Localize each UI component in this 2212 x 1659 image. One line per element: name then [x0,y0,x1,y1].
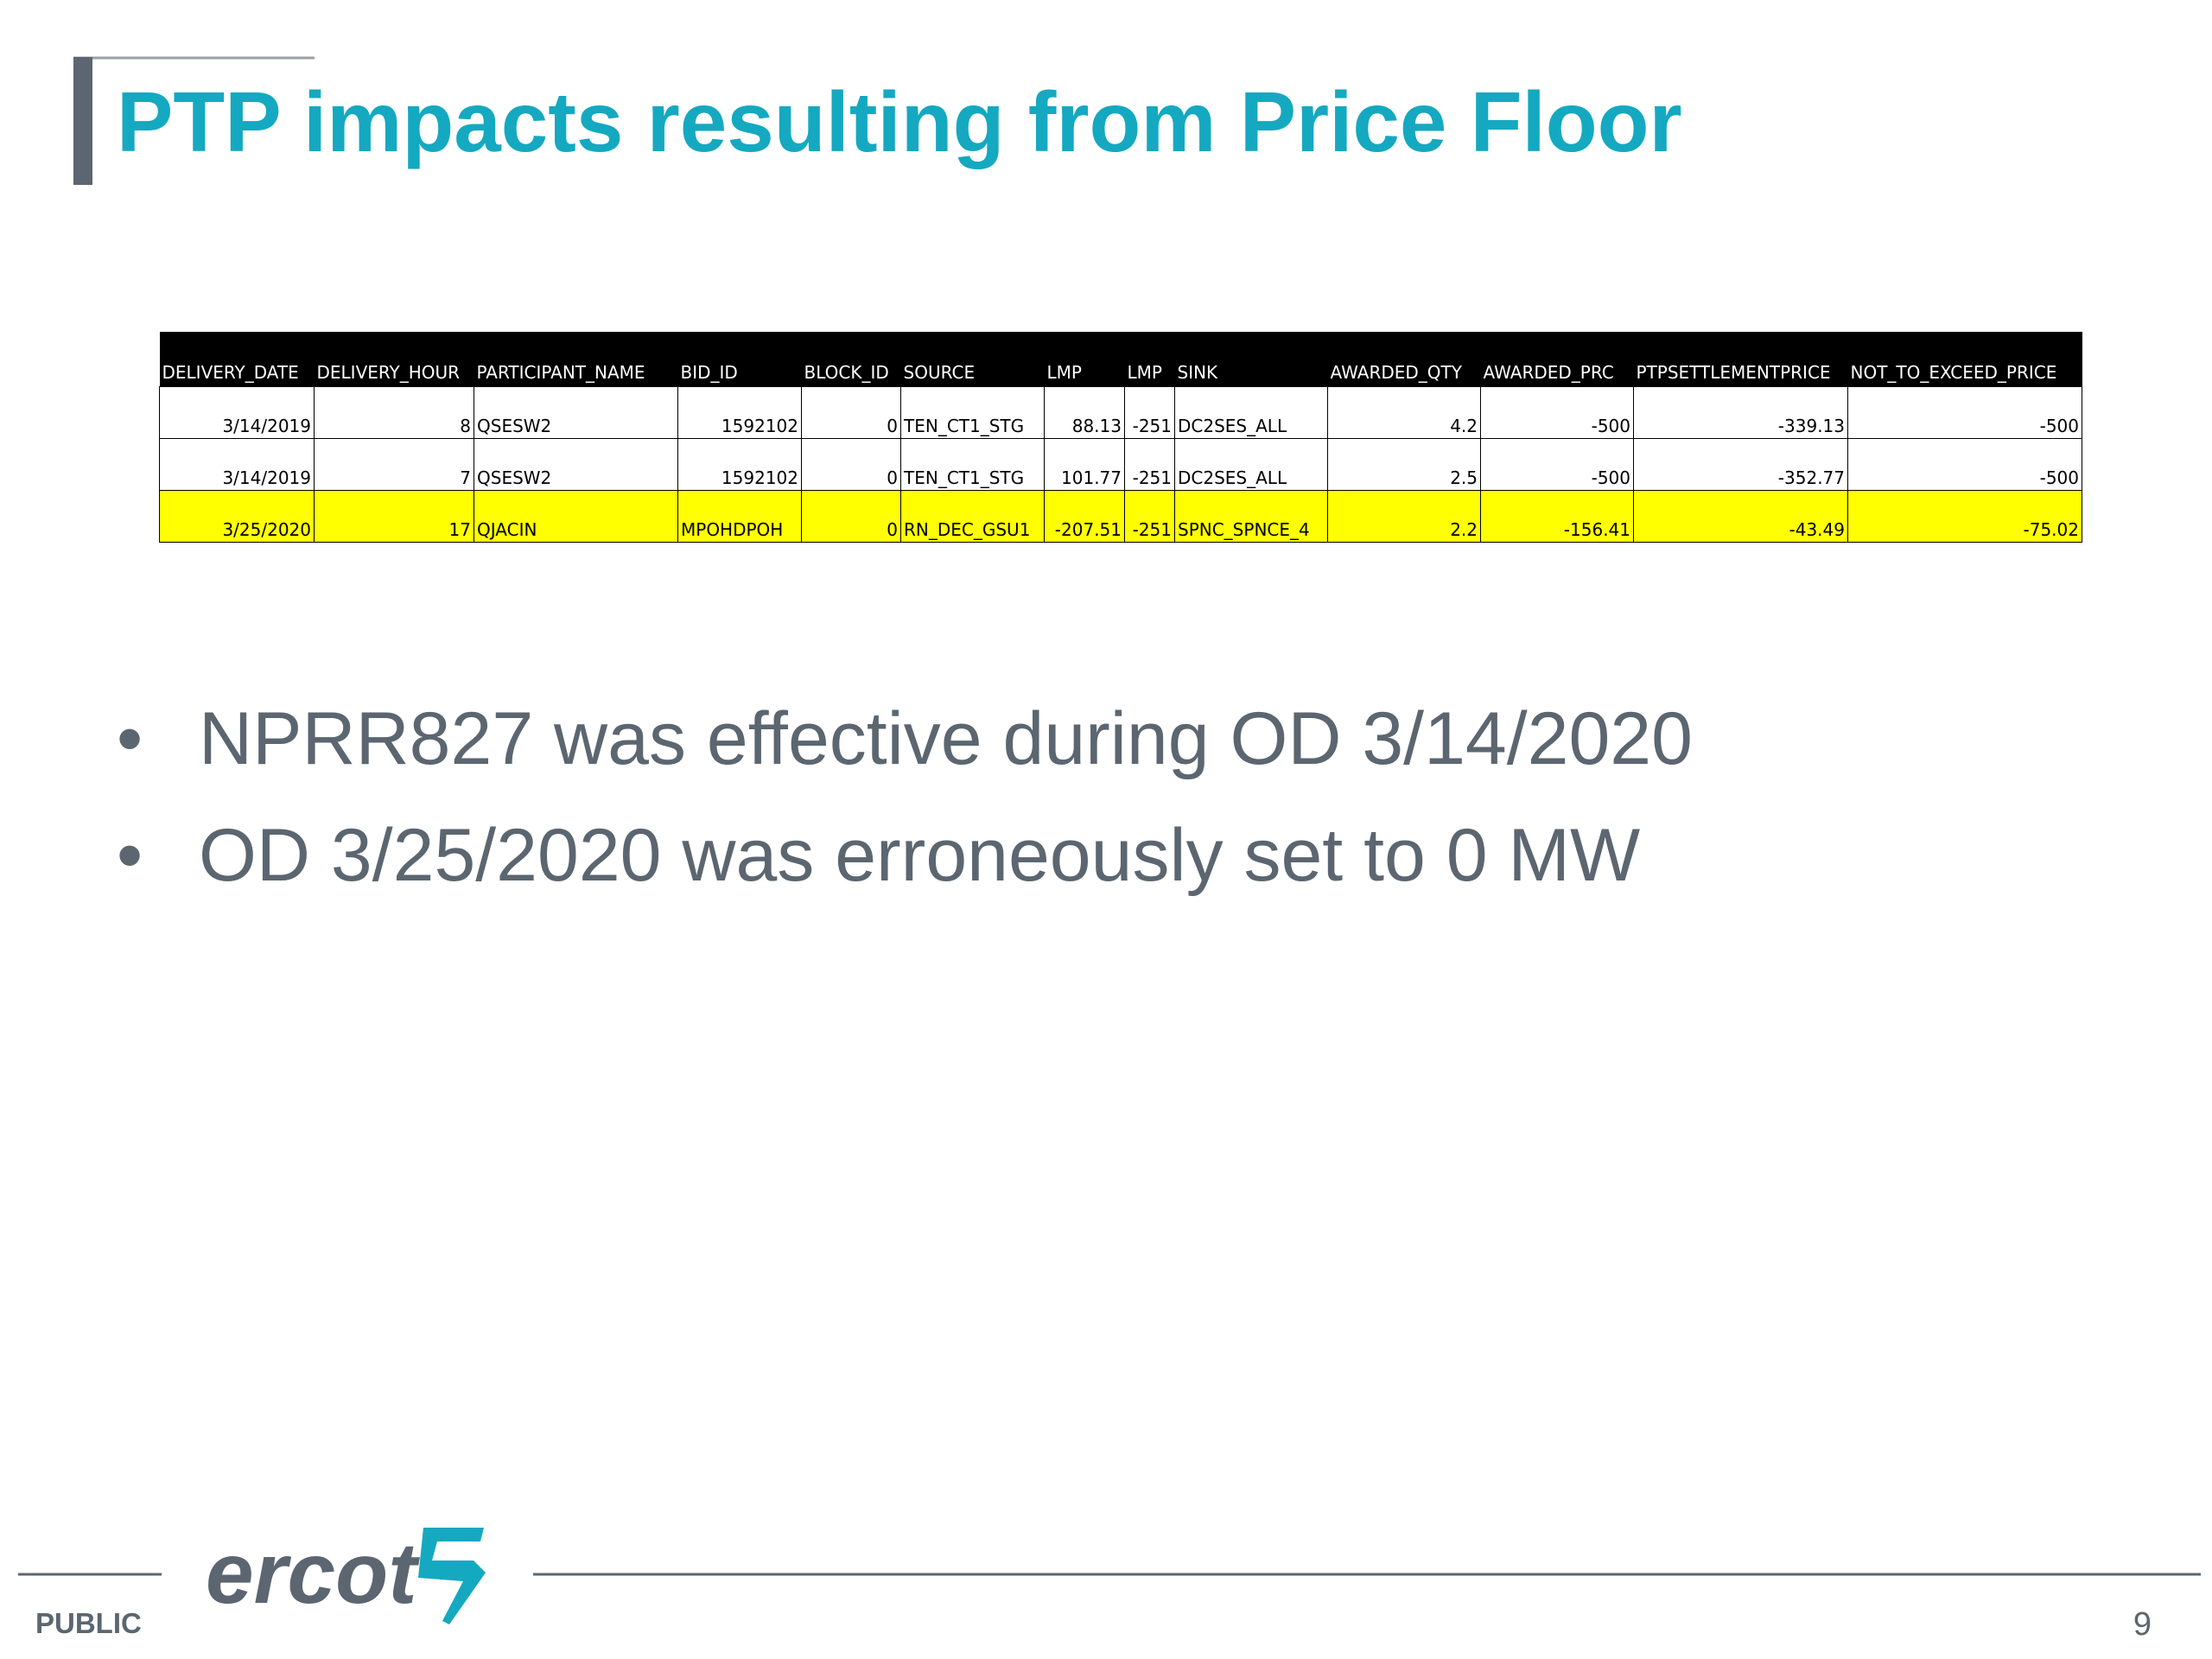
header-cell: LMP [1124,332,1175,387]
header-cell: DELIVERY_DATE [159,332,315,387]
table-cell: QSESW2 [474,386,678,439]
header-cell: SINK [1174,332,1328,387]
table-cell: 4.2 [1327,386,1481,439]
table-cell: 0 [801,386,901,439]
table-cell: 2.5 [1327,438,1481,491]
bullet-dot: • [117,697,143,780]
slide-title: PTP impacts resulting from Price Floor [117,74,1682,169]
table-cell: -500 [1480,438,1634,491]
table-cell: -500 [1480,386,1634,439]
table-cell: 101.77 [1044,438,1125,491]
data-table: DELIVERY_DATE DELIVERY_HOUR PARTICIPANT_NA… [159,332,2082,543]
table-cell: RN_DEC_GSU1 [900,490,1045,543]
table-cell: 2.2 [1327,490,1481,543]
table-cell: 3/14/2019 [159,438,315,491]
bullet-dot: • [117,814,143,897]
table-cell: 1592102 [677,438,802,491]
bullet-text: OD 3/25/2020 was erroneously set to 0 MW [199,814,1641,897]
table-cell: 0 [801,490,901,543]
logo-mark [418,1528,486,1624]
table-cell: 0 [801,438,901,491]
header-cell: SOURCE [900,332,1045,387]
table-cell: 3/14/2019 [159,386,315,439]
table-cell: -251 [1124,438,1175,491]
bullet-item: • OD 3/25/2020 was erroneously set to 0 M… [117,813,1640,899]
header-cell: AWARDED_QTY [1327,332,1481,387]
table-cell: 3/25/2020 [159,490,315,543]
table-cell: 1592102 [677,386,802,439]
table-cell: -156.41 [1480,490,1634,543]
header-cell: DELIVERY_HOUR [314,332,474,387]
table-cell: -500 [1847,386,2082,439]
table-cell: QSESW2 [474,438,678,491]
classification: PUBLIC [35,1607,142,1639]
table-row: 3/14/2019 8 QSESW2 1592102 0 TEN_CT1_STG 88.13… [159,386,2082,439]
table-cell: DC2SES_ALL [1174,438,1328,491]
table-cell: 7 [314,438,474,491]
table-cell: -251 [1124,386,1175,439]
table-cell: 88.13 [1044,386,1125,439]
table-cell: -75.02 [1847,490,2082,543]
table-cell: -207.51 [1044,490,1125,543]
header-cell: PTPSETTLEMENTPRICE [1633,332,1848,387]
table-cell: -500 [1847,438,2082,491]
table-cell: -352.77 [1633,438,1848,491]
table-cell: TEN_CT1_STG [900,438,1045,491]
bullet-text: NPRR827 was effective during OD 3/14/202… [199,697,1693,780]
table-cell: TEN_CT1_STG [900,386,1045,439]
table-cell: -251 [1124,490,1175,543]
table-cell: DC2SES_ALL [1174,386,1328,439]
table-cell: SPNC_SPNCE_4 [1174,490,1328,543]
header-cell: NOT_TO_EXCEED_PRICE [1847,332,2082,387]
header-row: DELIVERY_DATE DELIVERY_HOUR PARTICIPANT_NA… [159,332,2082,387]
bullet-item: • NPRR827 was effective during OD 3/14/20… [117,696,1693,782]
header-cell: BLOCK_ID [801,332,901,387]
header-cell: BID_ID [677,332,802,387]
table-cell: QJACIN [474,490,678,543]
header-cell: AWARDED_PRC [1480,332,1634,387]
table-cell: -339.13 [1633,386,1848,439]
logo-text: ercot [206,1525,420,1622]
table-row: 3/25/2020 17 QJACIN MPOHDPOH 0 RN_DEC_GSU1 -20… [159,490,2082,543]
header-cell: LMP [1044,332,1125,387]
page-number: 9 [2133,1606,2152,1643]
title-bar [73,57,92,185]
table-cell: -43.49 [1633,490,1848,543]
header-cell: PARTICIPANT_NAME [474,332,678,387]
table-row: 3/14/2019 7 QSESW2 1592102 0 TEN_CT1_STG 101.7… [159,438,2082,491]
table-cell: 17 [314,490,474,543]
table-cell: 8 [314,386,474,439]
table-cell: MPOHDPOH [677,490,802,543]
